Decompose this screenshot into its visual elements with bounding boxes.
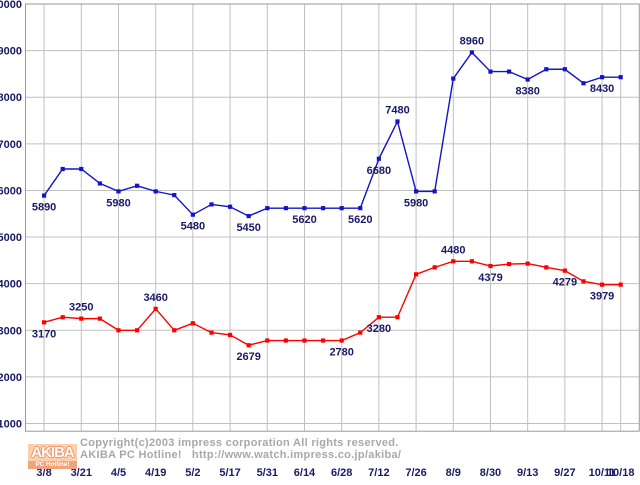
svg-text:5/17: 5/17 [219,467,240,479]
svg-text:6000: 6000 [0,185,22,197]
svg-text:3000: 3000 [0,325,22,337]
svg-text:5450: 5450 [236,222,260,234]
svg-text:10/18: 10/18 [607,467,635,479]
svg-text:9000: 9000 [0,46,22,58]
svg-text:6680: 6680 [367,165,391,177]
svg-text:4/5: 4/5 [111,467,126,479]
svg-text:2780: 2780 [329,347,353,359]
svg-text:5620: 5620 [292,214,316,226]
svg-text:9/13: 9/13 [517,467,538,479]
svg-text:5/31: 5/31 [257,467,278,479]
svg-text:7480: 7480 [385,104,409,116]
svg-text:3460: 3460 [143,292,167,304]
svg-text:5620: 5620 [348,214,372,226]
svg-text:6/14: 6/14 [294,467,316,479]
svg-text:3170: 3170 [32,328,56,340]
svg-text:1000: 1000 [0,419,22,431]
svg-text:8960: 8960 [460,35,484,47]
svg-text:8000: 8000 [0,92,22,104]
svg-text:4379: 4379 [478,272,502,284]
svg-text:6/28: 6/28 [331,467,352,479]
svg-text:5980: 5980 [404,197,428,209]
svg-text:8/30: 8/30 [480,467,501,479]
svg-text:10000: 10000 [0,0,22,11]
svg-text:8/9: 8/9 [446,467,461,479]
svg-text:4279: 4279 [553,277,577,289]
svg-text:3979: 3979 [590,291,614,303]
svg-text:8380: 8380 [515,86,539,98]
svg-text:7/12: 7/12 [368,467,389,479]
svg-text:5000: 5000 [0,232,22,244]
svg-text:5/2: 5/2 [185,467,200,479]
svg-text:7/26: 7/26 [405,467,426,479]
svg-text:4000: 4000 [0,279,22,291]
svg-text:4/19: 4/19 [145,467,166,479]
svg-text:8430: 8430 [590,83,614,95]
svg-text:5980: 5980 [106,197,130,209]
svg-text:3280: 3280 [367,323,391,335]
svg-text:2679: 2679 [236,351,260,363]
svg-text:5890: 5890 [32,202,56,214]
svg-text:3250: 3250 [69,302,93,314]
svg-text:9/27: 9/27 [554,467,575,479]
svg-text:2000: 2000 [0,372,22,384]
svg-text:4480: 4480 [441,244,465,256]
svg-text:7000: 7000 [0,139,22,151]
svg-text:5480: 5480 [181,221,205,233]
